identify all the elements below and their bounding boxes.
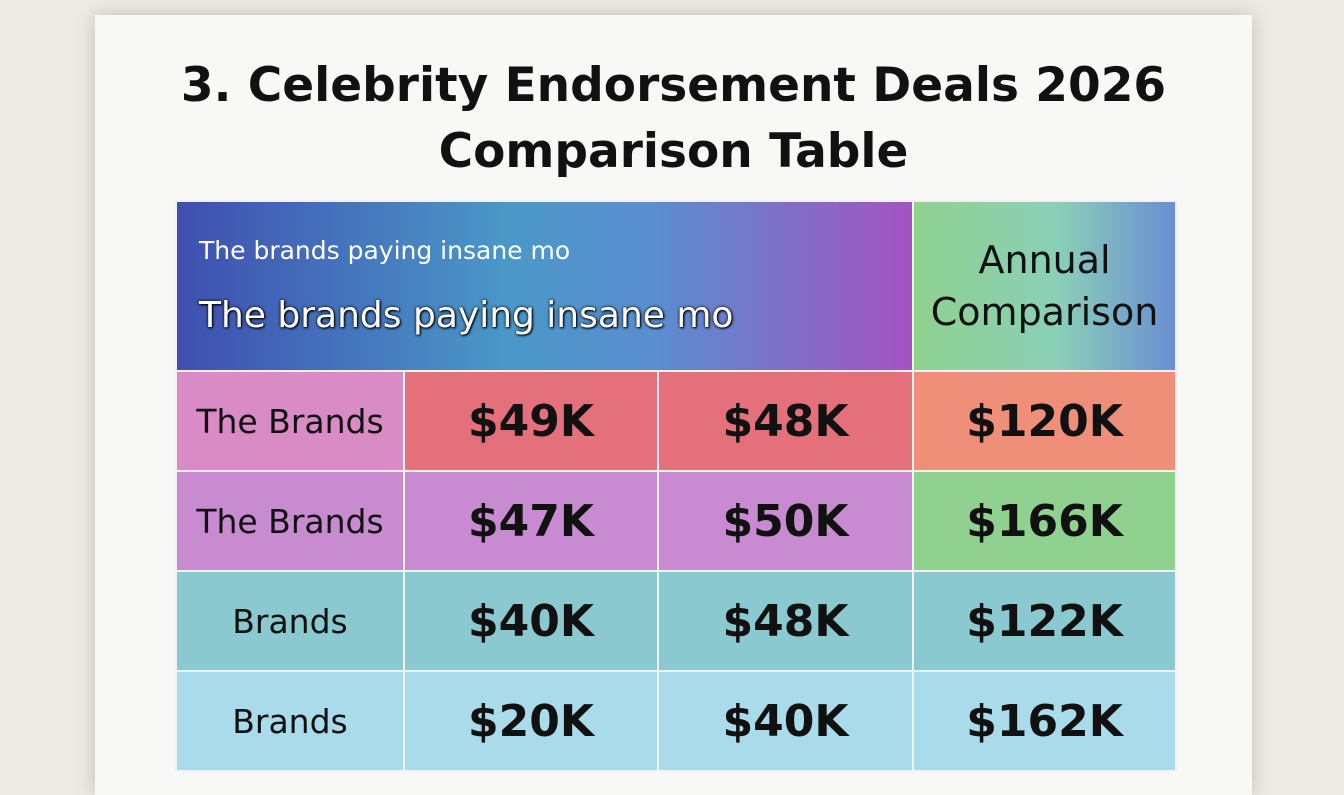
comparison-table: The brands paying insane mo The brands p… [174,200,1178,772]
value-cell: $120K [912,370,1178,472]
value-cell: $162K [912,670,1178,772]
value-cell: $166K [912,470,1178,572]
value-cell: $20K [403,670,659,772]
title: 3. Celebrity Endorsement Deals 2026 [180,58,1167,113]
header-row: The brands paying insane mo The brands p… [174,200,1178,372]
header-cell: Annual Comparison [912,200,1178,372]
header-cell: The brands paying insane mo The brands p… [174,200,915,372]
row-label: The Brands [175,370,405,472]
table-row: Brands $20K $40K $162K [175,670,1178,772]
value-cell: $40K [656,670,915,772]
row-label: Brands [175,570,405,672]
value-cell: $40K [403,570,659,672]
row-label: The Brands [175,470,405,572]
value-cell: $47K [403,470,659,572]
header-subtitle: The brands paying insane mo [199,236,571,265]
title: Comparison Table [438,124,909,179]
table-row: The Brands $47K $50K $166K [175,470,1178,572]
row-label: Brands [175,670,405,772]
value-cell: $49K [403,370,659,472]
table-row: Brands $40K $48K $122K [175,570,1178,672]
value-cell: $50K [656,470,915,572]
value-cell: $48K [656,570,915,672]
table-row: The Brands $49K $48K $120K [175,370,1178,472]
page: 3. Celebrity Endorsement Deals 2026 Comp… [95,15,1252,795]
value-cell: $122K [912,570,1178,672]
header-subtitle: The brands paying insane mo [199,295,734,336]
value-cell: $48K [656,370,915,472]
